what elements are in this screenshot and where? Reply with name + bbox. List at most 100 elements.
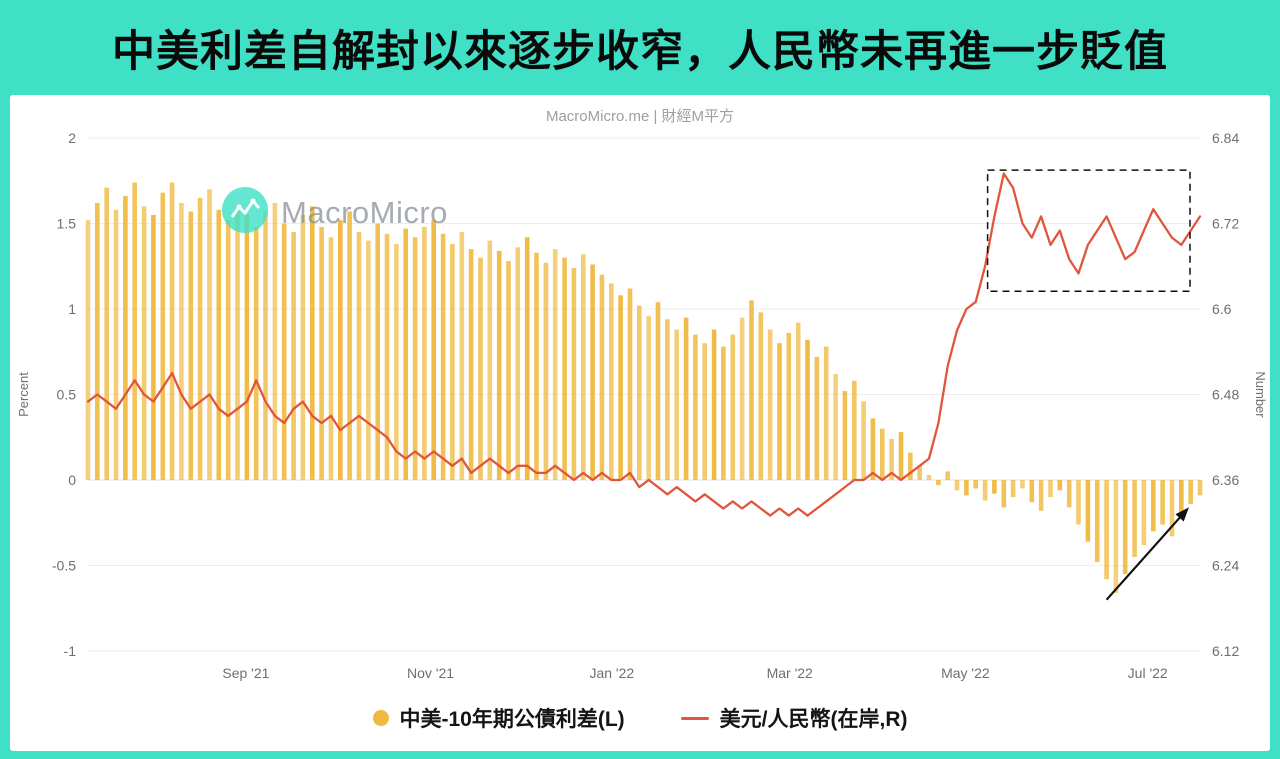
source-attribution: MacroMicro.me | 財經M平方 (545, 108, 735, 125)
right-tick-label: 6.72 (1212, 216, 1239, 232)
right-tick-label: 6.36 (1212, 472, 1239, 488)
bar (384, 233, 390, 480)
chart-panel: MacroMicro.me | 財經M平方 2 1.5 1 0.5 0 -0.5 -1 6.8… (10, 95, 1270, 751)
bar (982, 480, 988, 501)
bar (543, 262, 549, 480)
usdcny-series-label: 美元/人民幣(在岸,R) (719, 708, 908, 731)
bar (852, 380, 857, 480)
bar (422, 226, 427, 480)
bar (889, 439, 894, 480)
bar (179, 203, 184, 480)
chart-canvas[interactable]: 21.510.50-0.5-16.846.726.66.486.366.246.… (10, 95, 1270, 751)
bar (496, 250, 502, 480)
bar (674, 329, 679, 480)
bar (730, 334, 736, 480)
left-tick-label: 1.5 (57, 216, 77, 232)
bar (842, 391, 848, 480)
bar (1010, 480, 1016, 498)
bar (992, 480, 997, 494)
bar (1020, 480, 1025, 489)
bar (431, 220, 436, 480)
bar (515, 247, 521, 480)
bar (702, 343, 707, 480)
bar (964, 480, 969, 496)
usdcny-series-swatch (680, 716, 709, 720)
bar (216, 209, 222, 481)
right-tick-label: 6.12 (1212, 643, 1239, 659)
bar (1160, 480, 1165, 525)
left-tick-label: 0 (68, 472, 76, 488)
trend-arrow (1105, 512, 1185, 601)
bar (253, 226, 259, 480)
bar (1076, 480, 1081, 525)
bar (132, 182, 137, 480)
bar (683, 317, 689, 480)
bar (440, 233, 446, 480)
bar (412, 237, 418, 480)
bar (95, 203, 100, 480)
bar (1001, 480, 1007, 508)
right-tick-label: 6.48 (1212, 387, 1239, 403)
bar (394, 244, 399, 480)
bar (655, 302, 661, 480)
bar (104, 187, 109, 480)
x-tick-label: Jul '22 (1128, 665, 1168, 681)
bar (506, 261, 511, 480)
highlight-dashed-box (986, 169, 1191, 292)
bar (328, 237, 334, 480)
bar (814, 356, 820, 480)
legend-item-spread[interactable]: 中美-10年期公債利差(L) (372, 703, 625, 733)
bar (375, 223, 380, 480)
left-tick-label: 1 (68, 301, 76, 317)
bar (1141, 480, 1147, 545)
bar (263, 211, 268, 480)
bar (711, 329, 717, 480)
trend-arrow-head (1175, 507, 1189, 522)
bar (777, 343, 782, 480)
x-axis-ticks: Sep '21 Nov '21 Jan '22 Mar '22 May '22 Jul '… (222, 665, 1168, 681)
left-tick-label: 0.5 (57, 387, 77, 403)
right-tick-label: 6.84 (1212, 130, 1239, 146)
bar (366, 240, 371, 480)
gridlines (88, 137, 1200, 652)
spread-bars (85, 182, 1203, 593)
left-axis-title: Percent (16, 372, 31, 417)
bar (880, 428, 885, 480)
bar (197, 197, 203, 480)
plot-area[interactable] (88, 138, 1200, 651)
bar (1048, 480, 1053, 498)
left-tick-label: -1 (64, 643, 77, 659)
bar (300, 215, 306, 481)
bar (1122, 480, 1128, 575)
bar (908, 452, 913, 480)
bar (795, 322, 801, 480)
bar (954, 480, 960, 491)
title-bar: 中美利差自解封以來逐步收窄，人民幣未再進一步貶值 (0, 0, 1280, 95)
bar (310, 206, 315, 480)
legend-item-usdcny[interactable]: 美元/人民幣(在岸,R) (680, 703, 908, 733)
bar (898, 432, 904, 480)
bar (1197, 480, 1203, 496)
bar (123, 196, 128, 480)
bar (356, 232, 362, 480)
bar (1179, 480, 1184, 515)
bar (141, 206, 147, 480)
bar (188, 211, 194, 480)
bar (1038, 480, 1044, 511)
bar (618, 295, 623, 480)
bar (786, 332, 792, 480)
right-axis-ticks: 6.84 6.72 6.6 6.48 6.36 6.24 6.12 (1212, 130, 1239, 659)
bar (926, 474, 932, 480)
bar (936, 480, 941, 486)
bar (1113, 480, 1119, 593)
bar (169, 182, 175, 480)
bar (609, 283, 614, 480)
bar (534, 252, 539, 480)
bar (581, 254, 586, 480)
bar (552, 249, 558, 480)
x-tick-label: Mar '22 (767, 665, 813, 681)
bar (1169, 480, 1175, 537)
bar (805, 339, 810, 480)
bar (85, 220, 91, 480)
x-tick-label: May '22 (941, 665, 990, 681)
